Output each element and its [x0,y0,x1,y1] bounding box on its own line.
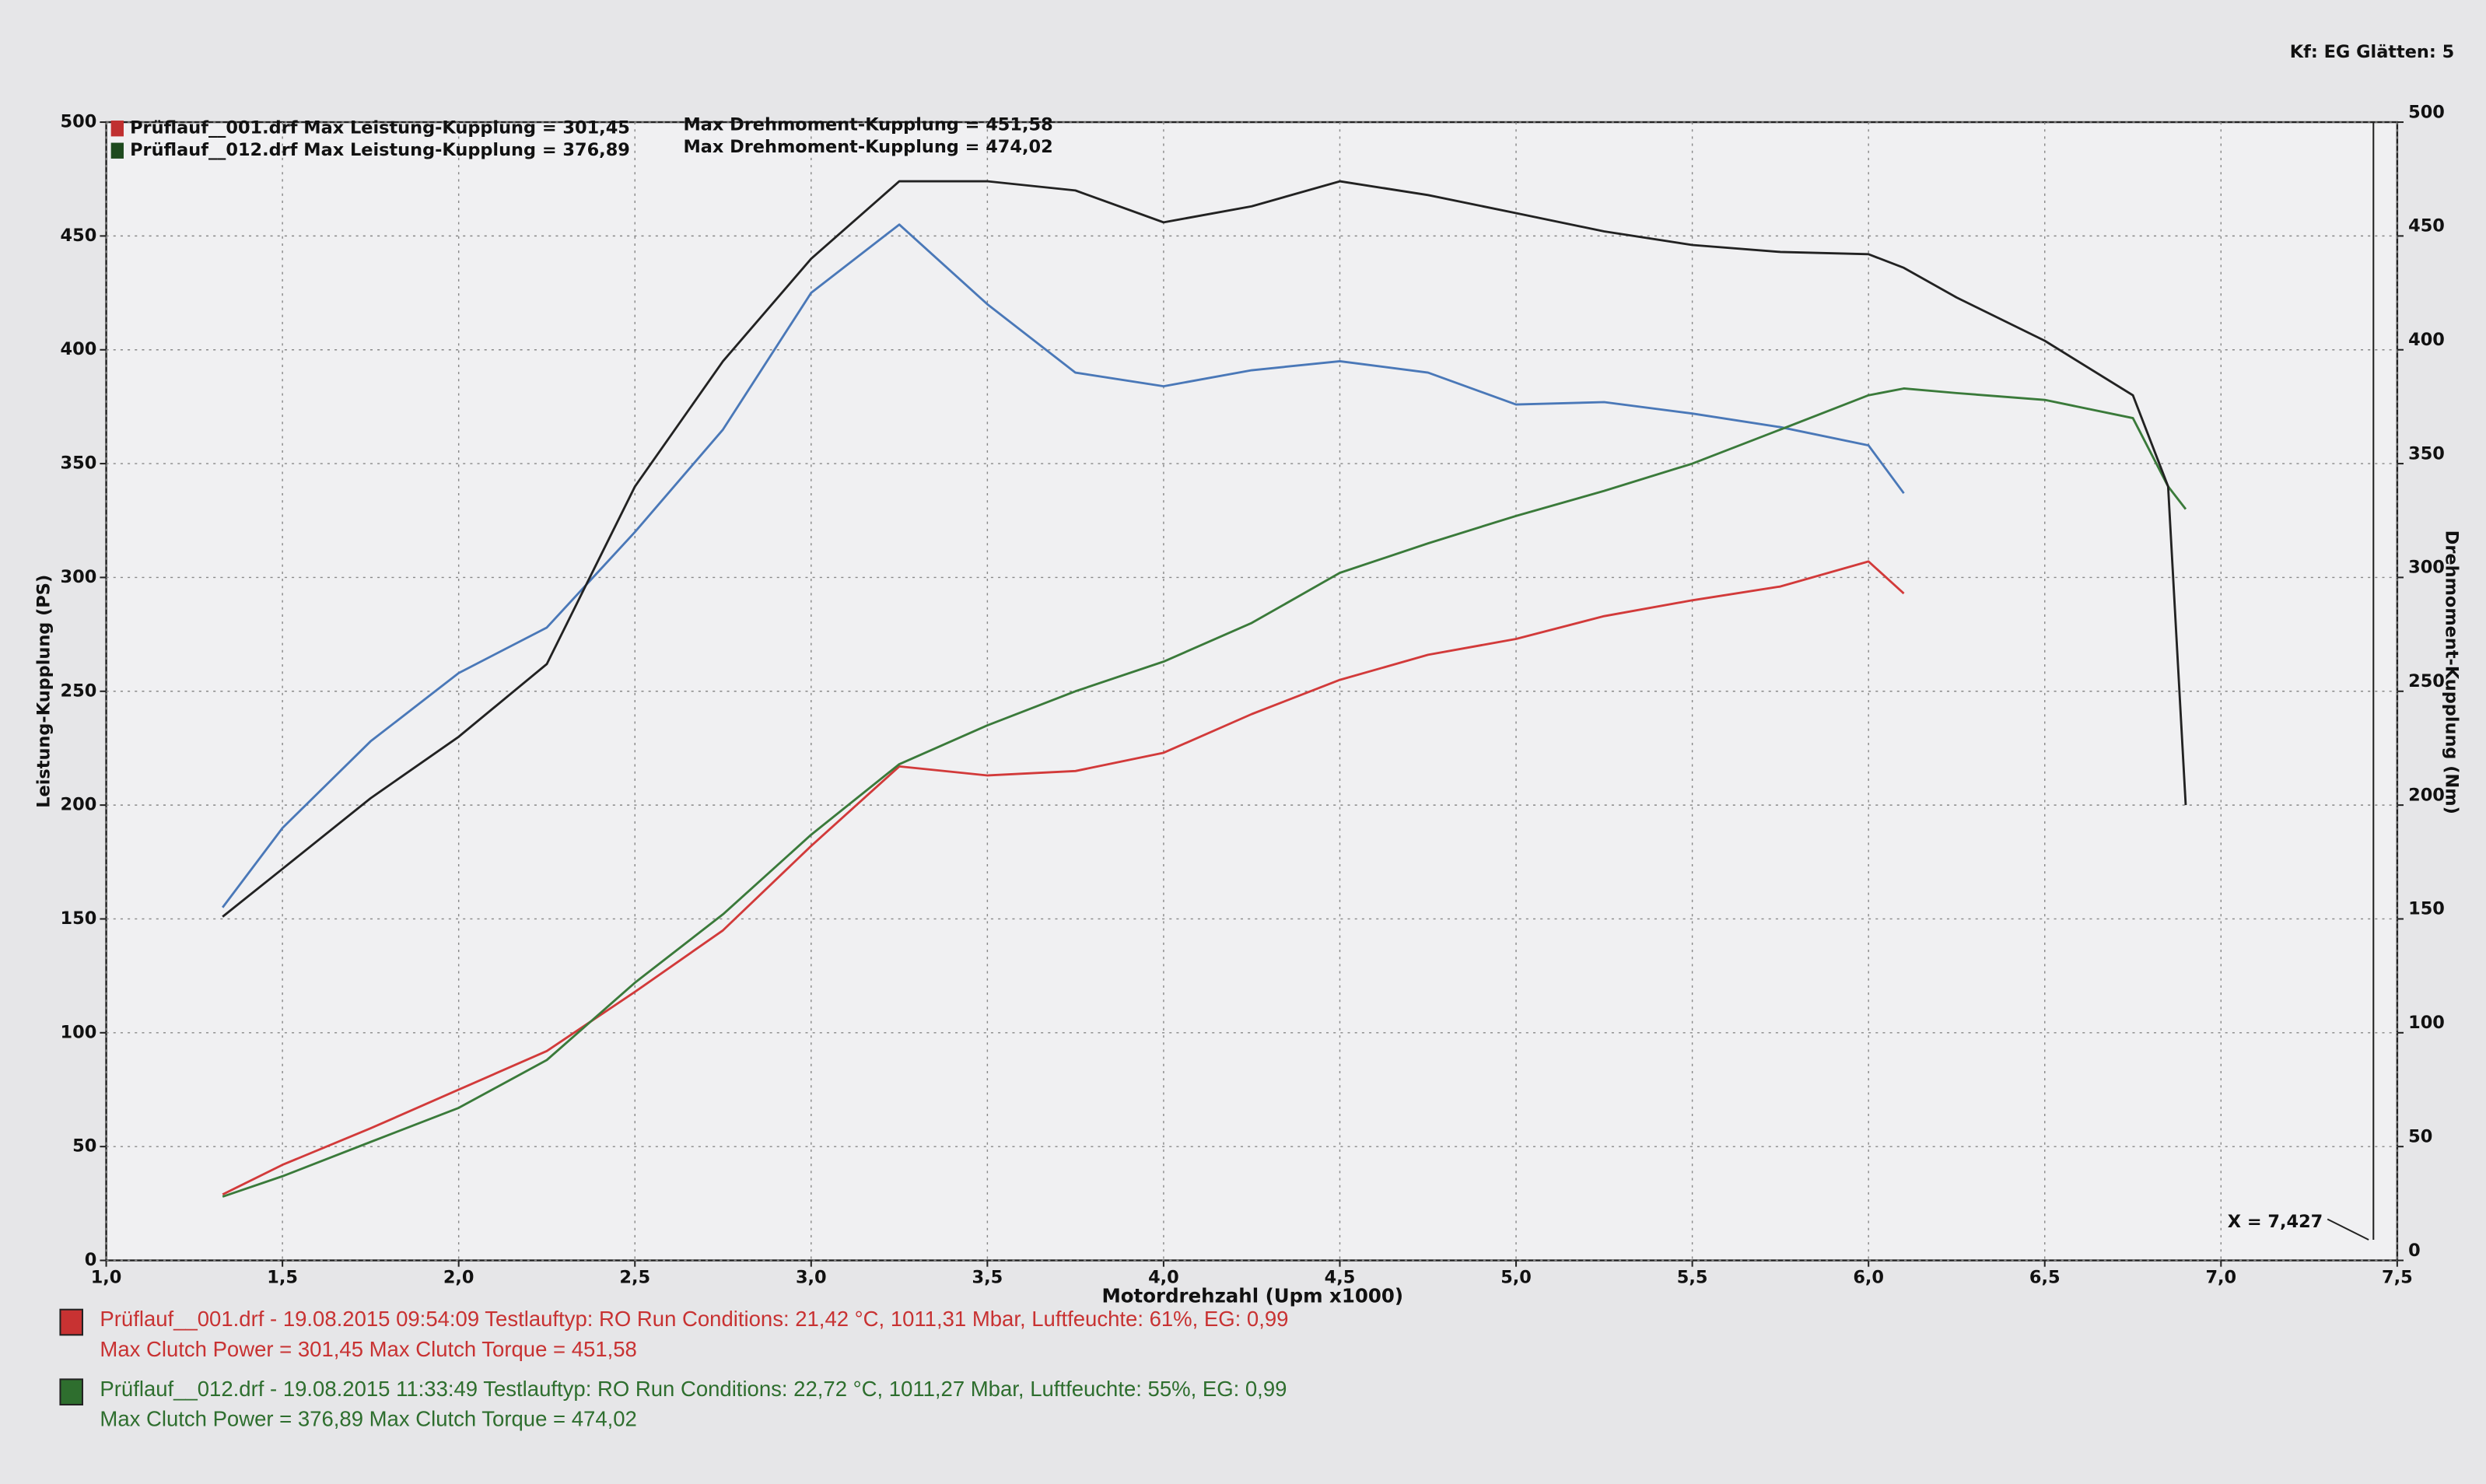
y2-tick-label: 450 [2408,216,2445,236]
info-swatch [59,1308,84,1336]
y2-tick-label: 200 [2408,785,2445,805]
y2-tick-label: 250 [2408,671,2445,691]
annotation-arrow [2327,1218,2369,1241]
legend-torque: Max Drehmoment-Kupplung = 451,58 [683,115,1052,135]
plot-area [105,121,2399,1262]
x-tick-label: 6,0 [1853,1267,1884,1287]
y-tick-label: 500 [61,112,97,132]
y2-tick-label: 500 [2408,102,2445,122]
y-tick-label: 350 [61,453,97,474]
legend-torque: Max Drehmoment-Kupplung = 474,02 [683,137,1052,157]
series-line [222,223,1905,908]
y-tick-label: 150 [61,908,97,929]
legend-swatch [110,121,124,137]
y-tick-label: 300 [61,567,97,587]
series-line [222,180,2187,918]
x-tick-label: 2,0 [443,1267,474,1287]
y-tick-label: 250 [61,681,97,701]
y2-tick-label: 100 [2408,1013,2445,1033]
x-tick-label: 5,0 [1500,1267,1532,1287]
x-tick-label: 1,0 [91,1267,122,1287]
y2-axis-label: Drehmoment-Kupplung (Nm) [2442,530,2462,814]
y-axis-label: Leistung-Kupplung (PS) [34,575,54,808]
y2-tick-label: 150 [2408,899,2445,919]
y-tick-label: 100 [61,1022,97,1042]
y2-tick-label: 300 [2408,558,2445,578]
x-tick-label: 6,5 [2029,1267,2061,1287]
x-tick-label: 4,5 [1325,1267,1356,1287]
x-tick-label: 7,5 [2382,1267,2413,1287]
info-swatch [59,1378,84,1406]
y-tick-label: 50 [72,1136,96,1157]
y-tick-label: 0 [85,1250,97,1270]
x-tick-label: 5,5 [1677,1267,1708,1287]
y-tick-label: 450 [61,226,97,246]
x-tick-label: 7,0 [2205,1267,2236,1287]
x-axis-label: Motordrehzahl (Upm x1000) [1101,1284,1403,1307]
x-tick-label: 3,0 [796,1267,827,1287]
y2-tick-label: 400 [2408,330,2445,350]
info-line: Max Clutch Power = 301,45 Max Clutch Tor… [100,1337,636,1361]
y2-tick-label: 350 [2408,443,2445,464]
x-tick-label: 4,0 [1148,1267,1179,1287]
y-tick-label: 200 [61,795,97,815]
x-tick-label: 1,5 [267,1267,298,1287]
y2-tick-label: 0 [2408,1241,2421,1261]
x-tick-label: 3,5 [972,1267,1003,1287]
corner-note: Kf: EG Glätten: 5 [2290,42,2454,62]
info-line: Prüflauf__012.drf - 19.08.2015 11:33:49 … [100,1377,1287,1401]
series-line [222,387,2187,1198]
y2-tick-label: 50 [2408,1126,2432,1146]
info-line: Max Clutch Power = 376,89 Max Clutch Tor… [100,1407,636,1431]
y-tick-label: 400 [61,339,97,359]
x-tick-label: 2,5 [619,1267,650,1287]
series-line [222,560,1905,1195]
legend-swatch [110,142,124,159]
info-line: Prüflauf__001.drf - 19.08.2015 09:54:09 … [100,1307,1288,1331]
legend-entry: Prüflauf__001.drf Max Leistung-Kupplung … [130,118,630,138]
annotation: X = 7,427 [2228,1212,2323,1232]
legend-entry: Prüflauf__012.drf Max Leistung-Kupplung … [130,140,630,160]
